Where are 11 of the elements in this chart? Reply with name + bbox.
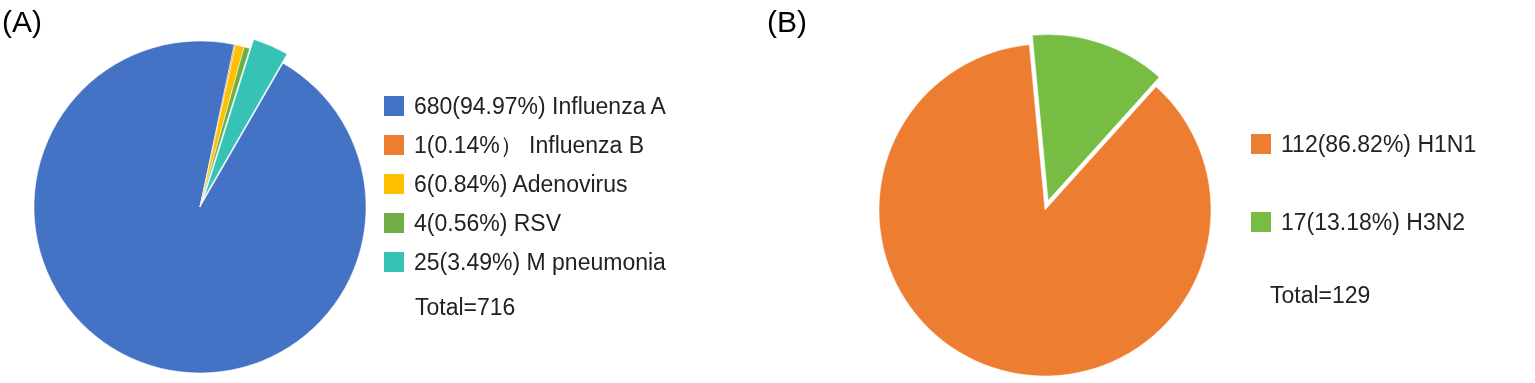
legend-label: 25(3.49%) M pneumonia [414,249,667,275]
text: Total=129 [1270,282,1371,308]
chart-title: (B) [767,5,807,38]
legend-label: 4(0.56%) RSV [414,210,562,236]
chart-title: (A) [2,5,42,38]
legend-label: 680(94.97%) Influenza A [414,93,667,119]
legend-label: 1(0.14%） Influenza B [414,132,645,158]
legend-label: 17(13.18%) H3N2 [1281,209,1466,235]
legend-label: 6(0.84%) Adenovirus [414,171,628,197]
text: Total=716 [415,294,516,320]
legend-label: 112(86.82%) H1N1 [1281,131,1477,157]
